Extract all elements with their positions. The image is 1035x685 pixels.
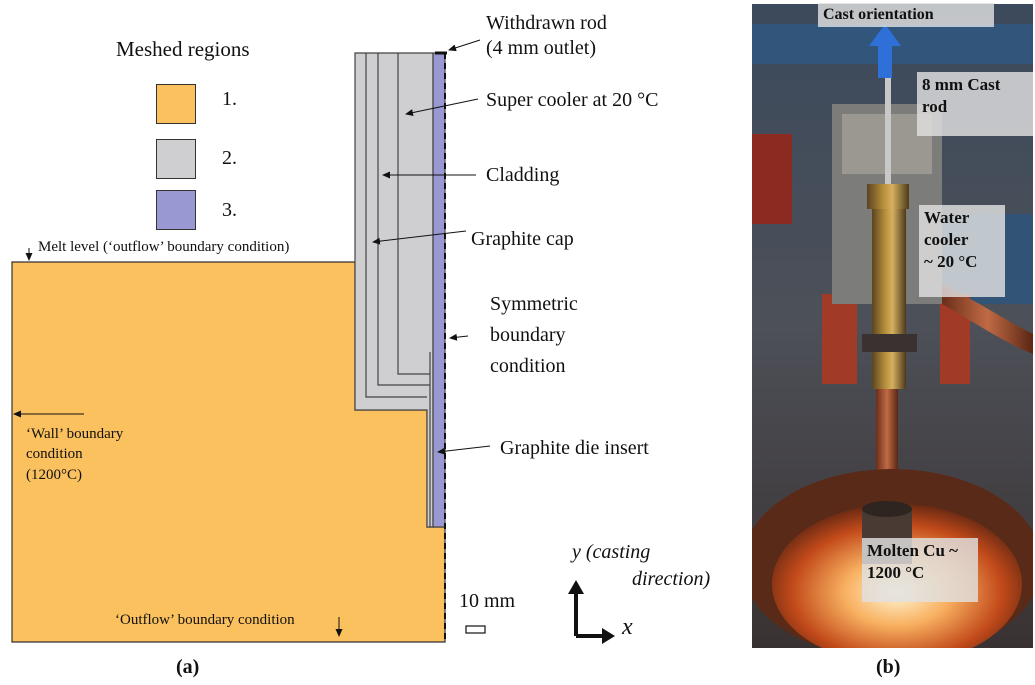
cast-rod-label-2: rod bbox=[922, 97, 948, 116]
arrow-graphite-cap bbox=[372, 230, 467, 245]
red-machinery-left-2 bbox=[822, 294, 857, 384]
brass-top-cap bbox=[867, 184, 909, 209]
legend-label-3: 3. bbox=[222, 199, 237, 221]
outflow-bc-label: ‘Outflow’ boundary condition bbox=[115, 612, 295, 628]
cast-rod-label: 8 mm Cast rod bbox=[917, 72, 1033, 136]
withdrawn-rod-label-2: (4 mm outlet) bbox=[486, 37, 596, 59]
water-cooler-label: Water cooler ~ 20 °C bbox=[919, 205, 1005, 297]
axis-y-arrowhead bbox=[568, 580, 584, 594]
thin-cast-rod bbox=[885, 44, 891, 194]
arrow-die-insert bbox=[437, 445, 491, 455]
scale-bar bbox=[465, 625, 486, 634]
molten-cu-label: Molten Cu ~ 1200 °C bbox=[862, 538, 978, 602]
graphite-cap-outline bbox=[377, 53, 430, 386]
cast-orientation-arrow-shaft bbox=[878, 44, 892, 78]
symmetric-bc-label-3: condition bbox=[490, 355, 566, 377]
water-cooler-label-2: cooler bbox=[924, 230, 969, 249]
legend-label-2: 2. bbox=[222, 147, 237, 169]
graphite-cap-label: Graphite cap bbox=[471, 228, 574, 250]
symmetric-bc-label-2: boundary bbox=[490, 324, 566, 346]
cast-orientation-arrowhead bbox=[869, 24, 901, 46]
scale-label: 10 mm bbox=[459, 590, 516, 612]
molten-cu-label-1: Molten Cu ~ bbox=[867, 541, 959, 560]
copper-tube bbox=[942, 284, 1033, 354]
water-cooler-label-1: Water bbox=[924, 208, 970, 227]
molten-cu-label-2: 1200 °C bbox=[867, 563, 925, 582]
cfd-domain-diagram bbox=[11, 39, 615, 644]
cast-orientation-label: Cast orientation bbox=[818, 3, 994, 27]
caption-a: (a) bbox=[176, 656, 200, 678]
axis-x-label: x bbox=[622, 614, 633, 640]
cladding-label: Cladding bbox=[486, 164, 560, 186]
super-cooler-label: Super cooler at 20 °C bbox=[486, 89, 659, 111]
red-machinery-left bbox=[752, 134, 792, 224]
axis-arrows bbox=[574, 592, 604, 638]
brass-cooler bbox=[872, 209, 906, 389]
wall-bc-label-2: condition bbox=[26, 446, 83, 462]
legend-label-1: 1. bbox=[222, 88, 237, 110]
graphite-die-insert-label: Graphite die insert bbox=[500, 437, 649, 459]
axis-y-label: y (casting bbox=[572, 541, 651, 563]
axis-x-arrowhead bbox=[602, 628, 615, 644]
cast-rod-label-1: 8 mm Cast bbox=[922, 75, 1001, 94]
legend-swatch-steel bbox=[156, 139, 196, 179]
arrow-withdrawn-rod bbox=[448, 39, 481, 52]
axis-y-label-2: direction) bbox=[632, 568, 711, 590]
symmetric-bc-label-1: Symmetric bbox=[490, 293, 578, 315]
rod-region bbox=[432, 52, 446, 528]
wall-bc-label-1: ‘Wall’ boundary bbox=[26, 426, 124, 442]
cladding-outline bbox=[365, 53, 427, 398]
withdrawn-rod-label-1: Withdrawn rod bbox=[486, 12, 607, 34]
legend-swatch-melt bbox=[156, 84, 196, 124]
water-cooler-label-3: ~ 20 °C bbox=[924, 252, 978, 271]
legend-title: Meshed regions bbox=[116, 37, 250, 61]
super-cooler-outline bbox=[397, 53, 430, 375]
legend-swatch-graphite bbox=[156, 190, 196, 230]
arrow-symmetric bbox=[449, 333, 469, 341]
brass-collar bbox=[862, 334, 917, 352]
crucible-top bbox=[862, 501, 912, 517]
wall-bc-label-3: (1200°C) bbox=[26, 467, 82, 483]
caption-b: (b) bbox=[876, 656, 901, 678]
arrow-super-cooler bbox=[405, 98, 479, 116]
melt-level-label: Melt level (‘outflow’ boundary condition… bbox=[38, 239, 290, 255]
